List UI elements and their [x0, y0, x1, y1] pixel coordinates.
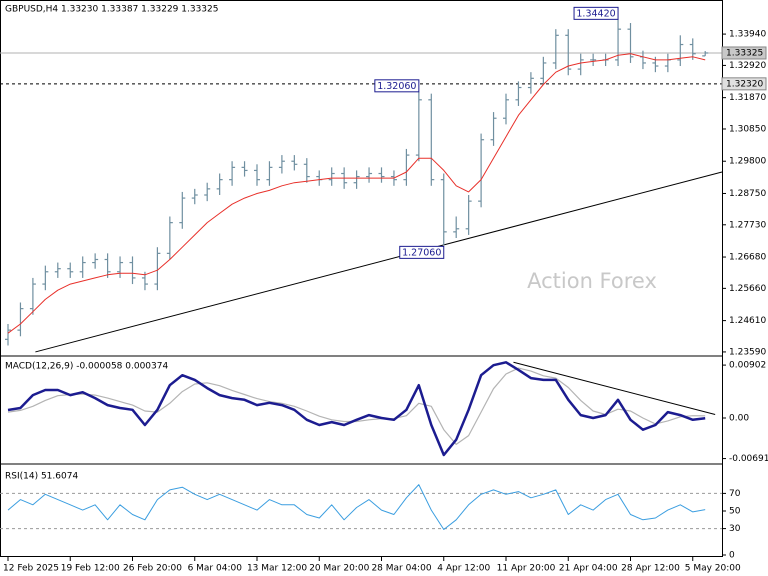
- annotation-label: 1.34420: [576, 8, 615, 19]
- x-tick-label: 28 Mar 04:00: [371, 564, 431, 574]
- y-tick-label: 1.30850: [729, 124, 766, 134]
- x-tick-label: 19 Feb 12:00: [61, 564, 120, 574]
- y-tick-label: 1.32920: [729, 61, 766, 71]
- y-tick-label: 1.31870: [729, 93, 766, 103]
- x-tick-label: 6 Mar 04:00: [188, 564, 243, 574]
- x-tick-label: 20 Mar 20:00: [309, 564, 369, 574]
- annotation-box: [399, 245, 445, 259]
- panel-title: MACD(12,26,9) -0.000058 0.000374: [5, 362, 168, 372]
- indicator-line: [7, 367, 706, 445]
- y-tick-label: 1.23590: [729, 347, 766, 357]
- plot-frame: [0, 0, 723, 557]
- indicator-line: [7, 361, 706, 457]
- price-box: [721, 46, 767, 60]
- x-tick-label: 12 Feb 2025: [3, 564, 59, 574]
- y-tick-label: 0: [729, 551, 735, 561]
- annotation-box: [374, 79, 420, 93]
- y-tick-label: 1.28750: [729, 189, 766, 199]
- panel-title: RSI(14) 51.6074: [5, 472, 78, 482]
- price-label: 1.32320: [726, 79, 763, 89]
- y-tick-label: 1.26680: [729, 253, 766, 263]
- x-tick-label: 21 Apr 04:00: [559, 564, 618, 574]
- y-tick-label: -0.006915: [729, 454, 768, 464]
- x-tick-label: 26 Feb 20:00: [123, 564, 182, 574]
- moving-average: [7, 53, 706, 334]
- x-tick-label: 11 Apr 20:00: [497, 564, 556, 574]
- x-tick-label: 13 Mar 12:00: [247, 564, 307, 574]
- y-tick-label: 70: [729, 489, 741, 499]
- annotation-label: 1.32060: [377, 81, 416, 92]
- price-box: [721, 77, 767, 91]
- x-tick-label: 5 May 20:00: [685, 564, 741, 574]
- watermark: Action Forex: [527, 269, 657, 293]
- y-tick-label: 1.24610: [729, 316, 766, 326]
- y-tick-label: 0.00902: [729, 361, 766, 371]
- y-tick-label: 30: [729, 524, 741, 534]
- panel-title: GBPUSD,H4 1.33230 1.33387 1.33229 1.3332…: [5, 5, 218, 15]
- trendline: [35, 171, 723, 353]
- y-tick-label: 1.33940: [729, 30, 766, 40]
- x-tick-label: 4 Apr 12:00: [437, 564, 490, 574]
- annotation-label: 1.27060: [402, 247, 441, 258]
- y-tick-label: 1.29800: [729, 157, 766, 167]
- trendline: [513, 361, 716, 415]
- price-label: 1.33325: [726, 48, 763, 58]
- y-tick-label: 50: [729, 507, 741, 517]
- y-tick-label: 1.27730: [729, 220, 766, 230]
- y-tick-label: 1.25660: [729, 284, 766, 294]
- y-tick-label: 0.00: [729, 414, 749, 424]
- indicator-line: [7, 484, 706, 530]
- x-tick-label: 28 Apr 12:00: [621, 564, 680, 574]
- annotation-box: [573, 6, 619, 20]
